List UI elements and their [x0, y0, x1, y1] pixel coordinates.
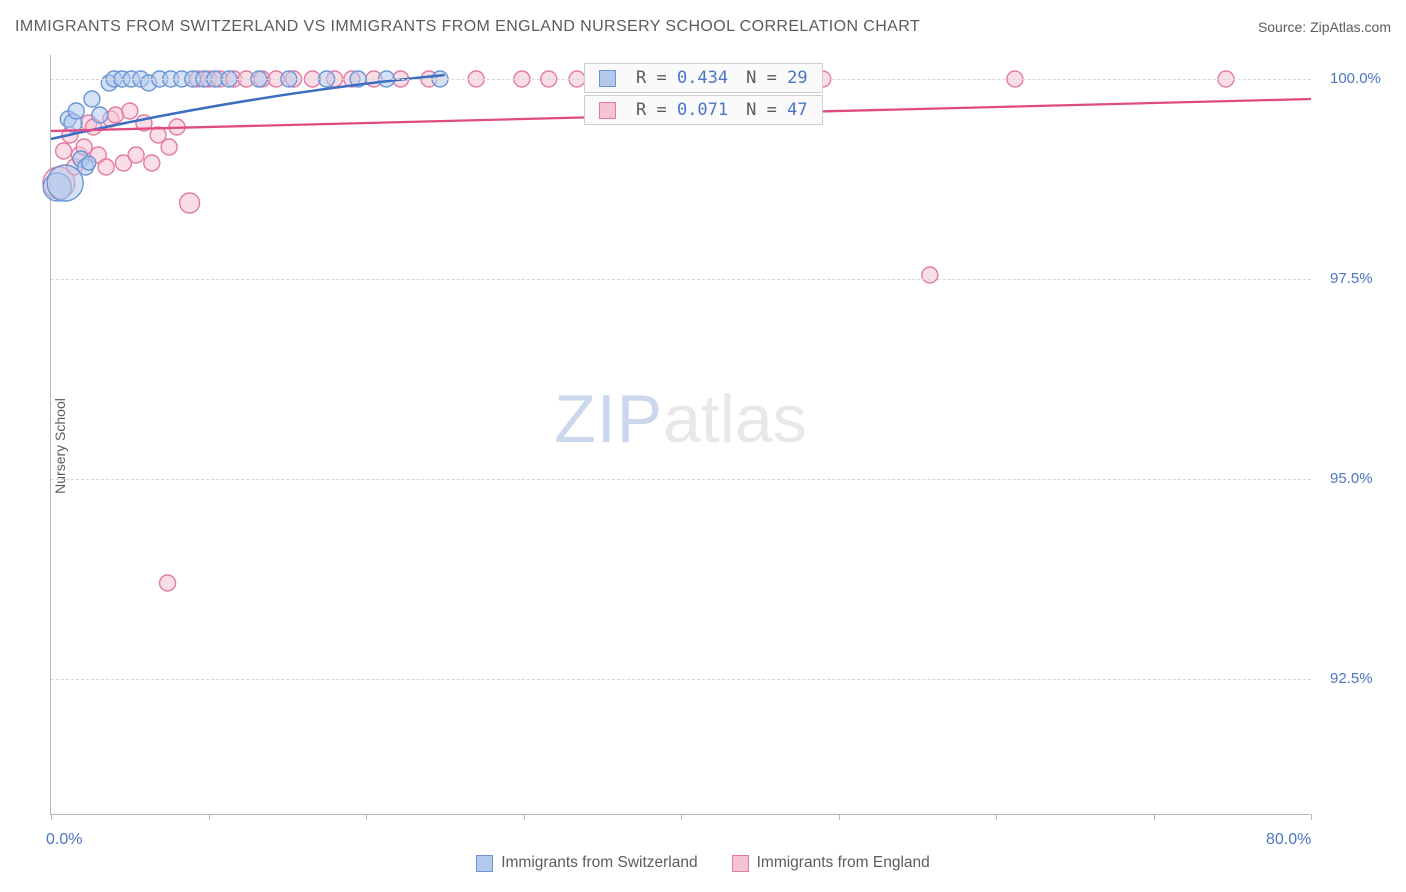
stats-n-label: N = 29 [746, 68, 807, 88]
x-axis-label: 0.0% [46, 831, 82, 849]
scatter-point [160, 575, 176, 591]
x-tick [209, 814, 210, 820]
scatter-point [144, 155, 160, 171]
scatter-point [922, 267, 938, 283]
stats-r-label: R = 0.071 [636, 100, 728, 120]
swatch-icon [732, 855, 749, 872]
x-tick [996, 814, 997, 820]
chart-header: IMMIGRANTS FROM SWITZERLAND VS IMMIGRANT… [15, 18, 1391, 36]
legend-item-switzerland: Immigrants from Switzerland [476, 854, 697, 872]
stats-n-label: N = 47 [746, 100, 807, 120]
stats-r-label: R = 0.434 [636, 68, 728, 88]
legend-label: Immigrants from England [757, 854, 930, 872]
swatch-icon [599, 70, 616, 87]
x-tick [681, 814, 682, 820]
scatter-point [161, 139, 177, 155]
y-tick-label: 97.5% [1330, 270, 1373, 287]
scatter-point [128, 147, 144, 163]
x-tick [1154, 814, 1155, 820]
chart-plot-area: ZIPatlas [50, 55, 1310, 815]
gridline [51, 679, 1311, 680]
scatter-point [82, 156, 96, 170]
scatter-point [56, 143, 72, 159]
swatch-icon [476, 855, 493, 872]
x-tick [366, 814, 367, 820]
chart-title: IMMIGRANTS FROM SWITZERLAND VS IMMIGRANT… [15, 18, 920, 36]
chart-source: Source: ZipAtlas.com [1258, 19, 1391, 35]
x-tick [839, 814, 840, 820]
scatter-point [108, 107, 124, 123]
gridline [51, 479, 1311, 480]
scatter-point [68, 103, 84, 119]
scatter-point [122, 103, 138, 119]
x-tick [51, 814, 52, 820]
legend-label: Immigrants from Switzerland [501, 854, 697, 872]
x-tick [1311, 814, 1312, 820]
scatter-point [84, 91, 100, 107]
scatter-point [180, 193, 200, 213]
legend-item-england: Immigrants from England [732, 854, 930, 872]
x-tick [524, 814, 525, 820]
swatch-icon [599, 102, 616, 119]
y-tick-label: 100.0% [1330, 70, 1381, 87]
x-axis-label: 80.0% [1266, 831, 1311, 849]
scatter-plot-svg [51, 55, 1311, 815]
correlation-stats-england: R = 0.071 N = 47 [584, 95, 823, 125]
gridline [51, 279, 1311, 280]
bottom-legend: Immigrants from Switzerland Immigrants f… [0, 854, 1406, 872]
y-tick-label: 92.5% [1330, 670, 1373, 687]
correlation-stats-switzerland: R = 0.434 N = 29 [584, 63, 823, 93]
y-tick-label: 95.0% [1330, 470, 1373, 487]
scatter-point [92, 107, 108, 123]
scatter-point [98, 159, 114, 175]
